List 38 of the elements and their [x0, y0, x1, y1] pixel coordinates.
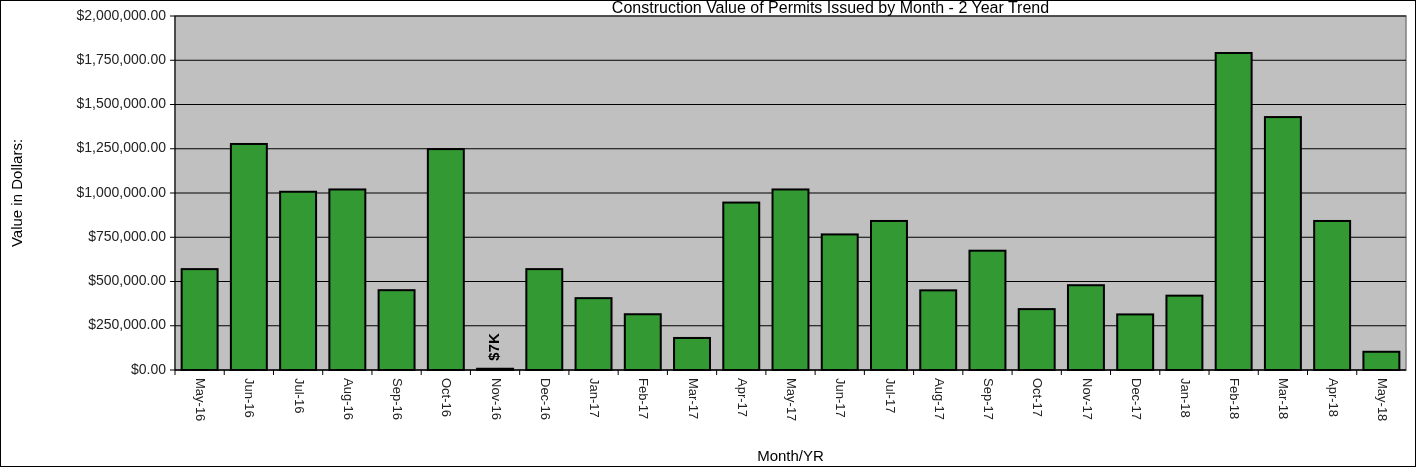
y-tick-label: $500,000.00: [88, 272, 167, 289]
chart-title: Construction Value of Permits Issued by Month - 2 Year Trend: [611, 0, 1050, 16]
x-tick-label: Nov-17: [1079, 378, 1095, 420]
x-tick-label: Sep-16: [390, 378, 406, 420]
y-tick-label: $750,000.00: [88, 227, 167, 244]
y-tick-label: $2,000,000.00: [76, 6, 167, 23]
x-tick-label: Feb-17: [636, 378, 652, 420]
y-tick-label: $250,000.00: [88, 316, 167, 333]
y-tick-label: $1,500,000.00: [76, 95, 167, 112]
x-tick-label: Oct-16: [439, 378, 455, 418]
y-axis-title: Value in Dollars:: [8, 138, 25, 248]
y-tick-label: $1,250,000.00: [76, 139, 167, 156]
x-tick-label: Aug-16: [340, 378, 356, 420]
x-axis-title: Month/YR: [757, 447, 825, 464]
x-tick-label: Jun-17: [833, 378, 849, 418]
x-tick-label: Apr-18: [1325, 378, 1341, 418]
x-tick-label: Jul-16: [291, 378, 307, 414]
x-tick-label: Jan-17: [587, 378, 603, 418]
y-tick-label: $0.00: [130, 360, 167, 377]
x-tick-label: Nov-16: [488, 378, 504, 420]
x-tick-label: May-18: [1374, 378, 1390, 422]
x-tick-label: May-17: [784, 378, 800, 422]
y-tick-label: $1,750,000.00: [76, 50, 167, 67]
x-tick-label: Jul-17: [882, 378, 898, 414]
x-tick-label: Jun-16: [242, 378, 258, 418]
x-tick-label: Feb-18: [1227, 378, 1243, 420]
x-tick-label: Aug-17: [931, 378, 947, 420]
x-tick-label: Mar-18: [1276, 378, 1292, 420]
x-tick-label: Oct-17: [1030, 378, 1046, 418]
x-tick-label: Apr-17: [734, 378, 750, 418]
x-tick-label: Jan-18: [1177, 378, 1193, 418]
x-tick-label: Mar-17: [685, 378, 701, 420]
data-label: $7K: [485, 333, 503, 361]
x-tick-label: May-16: [193, 378, 209, 422]
x-tick-label: Dec-16: [537, 378, 553, 420]
y-tick-label: $1,000,000.00: [76, 183, 167, 200]
x-tick-label: Dec-17: [1128, 378, 1144, 420]
x-tick-label: Sep-17: [981, 378, 997, 420]
